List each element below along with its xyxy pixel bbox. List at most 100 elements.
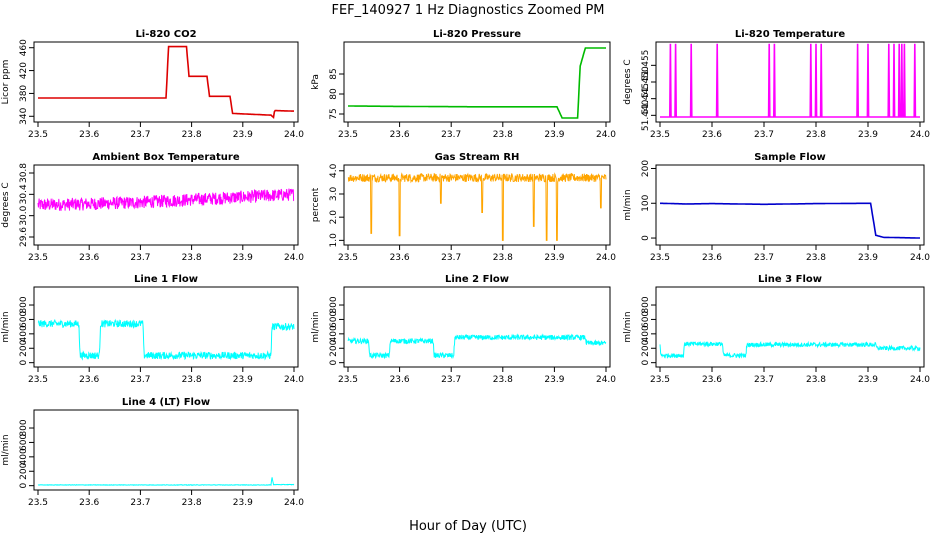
y-tick-label: 420 [19,62,29,79]
x-tick-label: 23.8 [493,253,513,263]
plot-frame [33,164,299,246]
x-tick-label: 24.0 [596,253,616,263]
panel-line4: Line 4 (LT) Flow ml/min 23.5 23.6 23.7 23.8 23… [1,397,304,508]
plot-frame [33,409,299,491]
x-tick-label: 23.5 [338,253,358,263]
x-tick-label: 23.6 [79,498,99,508]
x-tick-label: 23.5 [650,375,670,385]
y-axis-label: ml/min [1,434,11,465]
x-tick-label: 23.9 [544,130,564,140]
y-tick-label: 75 [329,108,339,119]
x-tick-label: 23.7 [130,253,150,263]
plot-frame [343,41,611,123]
y-tick-label: 200 [19,339,29,356]
y-tick-label: 400 [19,325,29,342]
panel-title: Li-820 Temperature [735,29,845,40]
x-tick-label: 23.7 [441,130,461,140]
y-tick-label: 460 [19,39,29,56]
y-tick-label: 600 [19,434,29,451]
series-line-rh [347,172,607,241]
x-tick-label: 23.6 [79,130,99,140]
panel-title: Line 2 Flow [445,274,509,285]
plot-frame [343,286,611,368]
x-tick-label: 23.5 [338,375,358,385]
y-tick-label: 30.8 [19,163,29,183]
y-axis-label: ml/min [623,311,633,342]
x-tick-label: 24.0 [284,253,304,263]
figure-title: FEF_140927 1 Hz Diagnostics Zoomed PM [331,3,604,18]
y-tick-label: 800 [641,296,651,313]
y-tick-label: 4.0 [329,163,339,178]
x-tick-label: 23.5 [650,130,670,140]
x-tick-label: 23.5 [650,253,670,263]
y-axis-label: Licor ppm [1,60,11,105]
panel-title: Line 1 Flow [134,274,198,285]
x-tick-label: 23.7 [441,253,461,263]
x-tick-label: 24.0 [910,375,930,385]
y-tick-label: 3.0 [329,187,339,202]
y-axis-label: ml/min [623,189,633,220]
x-tick-label: 24.0 [284,375,304,385]
x-tick-label: 23.8 [182,375,202,385]
plot-frame [33,41,299,123]
y-axis-label: kPa [311,74,321,90]
plot-frame [655,164,925,246]
y-tick-label: 340 [19,107,29,124]
y-axis-label: percent [311,187,321,222]
series-line-line2 [347,333,607,360]
panel-title: Sample Flow [754,152,826,163]
series-line-co2 [38,45,294,119]
panel-line2: Line 2 Flow ml/min 23.5 23.6 23.7 23.8 23.9 24.… [311,274,616,385]
x-tick-label: 23.8 [806,375,826,385]
series-line-line4 [37,477,295,486]
panel-title: Line 4 (LT) Flow [122,397,210,408]
y-tick-label: 200 [641,160,651,177]
panel-rh: Gas Stream RH percent 23.5 23.6 23.7 23.8 23.9… [311,152,616,263]
x-tick-label: 23.9 [858,253,878,263]
y-tick-label: 0 [19,483,29,489]
plot-frame [343,164,611,246]
panel-ambient: Ambient Box Temperature degrees C 23.5 23.6… [1,152,304,263]
y-axis-label: degrees C [623,59,633,104]
panel-title: Li-820 CO2 [135,29,196,40]
x-tick-label: 24.0 [596,375,616,385]
plot-frame [33,286,299,368]
x-tick-label: 23.6 [702,253,722,263]
panel-title: Line 3 Flow [758,274,822,285]
y-tick-label: 100 [641,194,651,211]
panels: Li-820 CO2 Licor ppm 23.5 23.6 23.7 23.8 23.9 2… [1,29,930,508]
x-tick-label: 23.6 [79,253,99,263]
x-tick-label: 23.7 [754,130,774,140]
y-axis-label: degrees C [1,182,11,227]
x-tick-label: 23.5 [28,130,48,140]
y-tick-label: 200 [329,339,339,356]
x-tick-label: 23.9 [233,253,253,263]
x-tick-label: 23.6 [390,253,410,263]
panel-title: Li-820 Pressure [433,29,521,40]
x-tick-label: 23.9 [858,375,878,385]
x-tick-label: 23.8 [182,130,202,140]
y-tick-label: 400 [19,448,29,465]
x-tick-label: 23.7 [441,375,461,385]
x-tick-label: 23.7 [130,498,150,508]
x-tick-label: 23.8 [182,498,202,508]
series-line-line1 [37,318,295,361]
x-tick-label: 24.0 [910,130,930,140]
y-tick-label: 200 [641,339,651,356]
x-tick-label: 23.6 [390,375,410,385]
panel-sample: Sample Flow ml/min 23.5 23.6 23.7 23.8 23.9 24.… [623,152,930,263]
x-tick-label: 23.6 [390,130,410,140]
panel-temperature: Li-820 Temperature degrees C 23.5 23.6 23.7 2… [623,29,930,140]
y-tick-label: 400 [641,325,651,342]
y-axis-label: ml/min [1,311,11,342]
y-tick-label: 51.445 [641,83,651,115]
series-line-line3 [659,340,921,359]
y-tick-label: 85 [329,68,339,79]
x-tick-label: 24.0 [596,130,616,140]
y-tick-label: 800 [19,419,29,436]
y-tick-label: 30.4 [19,184,29,204]
series-line-ambient [37,188,295,211]
panel-line1: Line 1 Flow ml/min 23.5 23.6 23.7 23.8 23.9 24.… [1,274,304,385]
y-tick-label: 0 [641,360,651,366]
x-tick-label: 23.6 [702,130,722,140]
